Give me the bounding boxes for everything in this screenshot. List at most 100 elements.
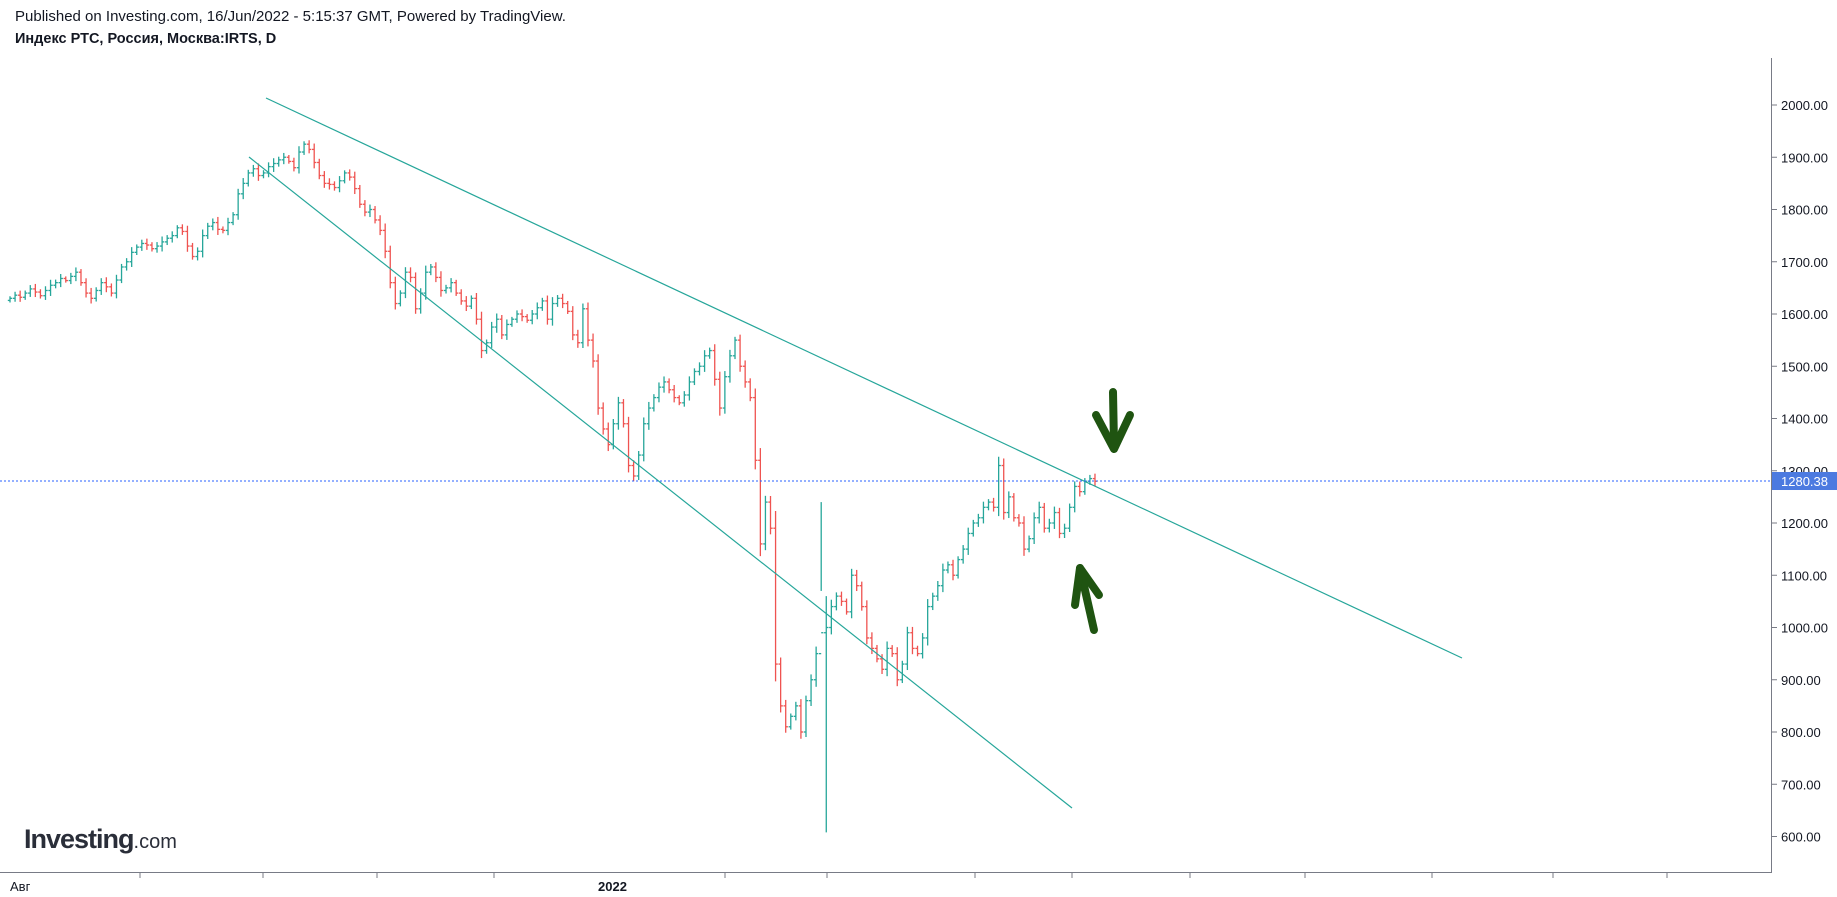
ohlc-bar	[109, 283, 114, 297]
ohlc-bar	[261, 170, 266, 179]
ohlc-bar	[519, 309, 525, 322]
ohlc-bar	[1031, 512, 1037, 545]
y-axis-ticks: 600.00 700.00 800.00 900.00 1000.00 1100.00 12…	[1771, 98, 1828, 845]
ohlc-bar	[692, 368, 697, 386]
ohlc-bar	[464, 296, 469, 312]
y-tick-label: 1700.00	[1781, 255, 1828, 270]
ohlc-bar	[215, 216, 221, 235]
ohlc-bar	[276, 156, 281, 167]
ohlc-bar	[327, 178, 332, 190]
ohlc-bar	[1001, 458, 1006, 520]
ohlc-bar	[144, 238, 150, 250]
ohlc-bar	[600, 402, 606, 435]
ohlc-bar	[960, 545, 966, 564]
ohlc-bar	[707, 347, 712, 359]
ohlc-bar	[976, 513, 981, 527]
ohlc-bar	[469, 295, 474, 310]
ohlc-bar	[742, 360, 748, 388]
ohlc-bar	[1042, 502, 1047, 533]
ohlc-bar	[844, 598, 849, 615]
ohlc-bar	[560, 293, 565, 309]
ohlc-bar	[773, 510, 778, 682]
ohlc-bar	[388, 245, 393, 289]
ohlc-bar	[362, 200, 368, 217]
ohlc-bar	[737, 334, 743, 372]
ohlc-bar	[398, 290, 403, 307]
ohlc-bar	[824, 596, 829, 833]
ohlc-bar	[702, 350, 707, 372]
ohlc-bar	[403, 267, 408, 299]
ohlc-bar	[68, 272, 74, 285]
ohlc-bar	[286, 154, 292, 164]
ohlc-bar	[159, 236, 165, 252]
ohlc-bar	[540, 297, 545, 311]
ohlc-bar	[175, 225, 180, 239]
ohlc-bar	[423, 265, 428, 300]
ohlc-bar	[393, 276, 398, 310]
ohlc-bar	[753, 388, 758, 470]
ohlc-bar	[28, 285, 33, 297]
ohlc-bar	[53, 279, 58, 289]
ohlc-bar	[864, 600, 870, 645]
ohlc-bar	[1026, 535, 1032, 553]
ohlc-bar	[889, 645, 895, 657]
ohlc-bar	[256, 163, 261, 181]
x-tick-label: Авг	[10, 879, 31, 894]
ohlc-bar	[230, 212, 236, 226]
ohlc-bar	[301, 141, 307, 155]
ohlc-bar	[210, 218, 215, 231]
ohlc-bar	[296, 146, 302, 174]
ohlc-bar	[940, 563, 946, 593]
ohlc-bar	[266, 162, 271, 178]
ohlc-bar	[372, 206, 378, 224]
upper-trendline[interactable]	[265, 97, 1463, 659]
ohlc-bar	[17, 290, 23, 302]
last-price-label: 1280.38	[1781, 474, 1828, 489]
ohlc-bar	[697, 362, 702, 376]
ohlc-bar	[154, 242, 160, 253]
ohlc-bar	[235, 188, 241, 220]
lower-trendline[interactable]	[248, 156, 1073, 809]
ohlc-bar	[590, 333, 596, 368]
ohlc-bar	[271, 158, 276, 172]
ohlc-bar	[88, 287, 94, 304]
ohlc-bar	[438, 271, 444, 297]
ohlc-bar	[1062, 523, 1067, 538]
ohlc-bar	[813, 646, 819, 687]
ohlc-bar	[48, 279, 53, 296]
ohlc-bar	[834, 592, 839, 611]
ohlc-bar	[347, 169, 352, 181]
ohlc-bar	[124, 258, 129, 271]
annotation-arrows	[1071, 388, 1134, 634]
ohlc-bar	[494, 313, 499, 333]
ohlc-bar	[712, 344, 717, 386]
y-tick-label: 900.00	[1781, 673, 1821, 688]
ohlc-bar	[575, 329, 581, 348]
ohlc-bar	[448, 278, 454, 293]
ohlc-bar	[687, 376, 692, 401]
ohlc-bar	[484, 339, 489, 354]
ohlc-bar	[1037, 501, 1042, 524]
y-tick-label: 1200.00	[1781, 516, 1828, 531]
ohlc-bar	[251, 164, 256, 177]
published-line: Published on Investing.com, 16/Jun/2022 …	[15, 8, 566, 25]
ohlc-bar	[955, 556, 961, 579]
ohlc-bar	[342, 170, 347, 184]
ohlc-bar	[377, 215, 383, 236]
ohlc-bar	[1052, 506, 1057, 529]
ohlc-bar	[585, 302, 591, 347]
ohlc-bar	[677, 395, 682, 406]
ohlc-bar	[545, 295, 550, 325]
y-tick-label: 1900.00	[1781, 150, 1828, 165]
investing-logo: Investing.com	[24, 824, 177, 854]
ohlc-bar	[763, 495, 768, 551]
ohlc-bar	[793, 701, 799, 721]
ohlc-bar	[971, 519, 976, 537]
ohlc-bar	[905, 626, 910, 671]
ohlc-bar	[43, 286, 48, 300]
ohlc-bar	[453, 279, 459, 296]
ohlc-bar	[1011, 493, 1017, 522]
ohlc-bar	[139, 239, 145, 251]
ohlc-bar	[884, 641, 890, 677]
